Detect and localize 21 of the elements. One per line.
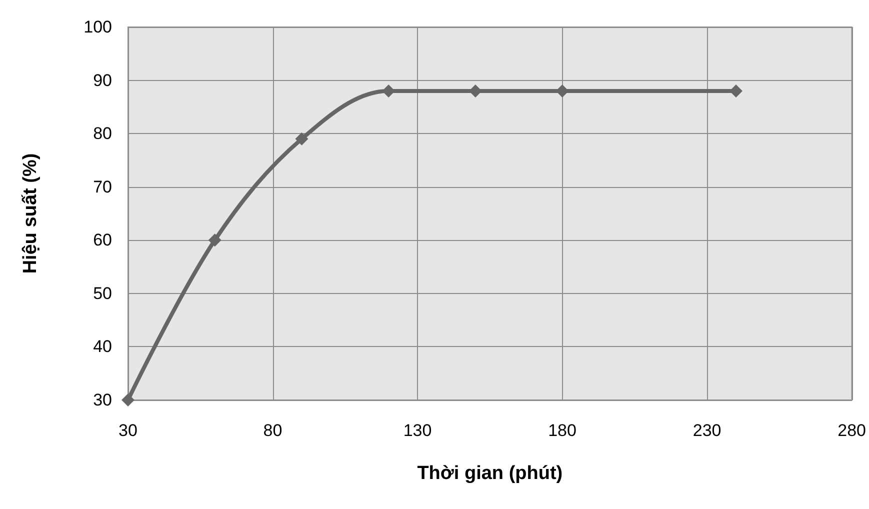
point [122,394,134,406]
x-tick-label: 80 [263,421,282,440]
y-tick-label: 70 [93,177,112,196]
x-tick-label: 180 [548,421,576,440]
y-tick-label: 50 [93,284,112,303]
y-tick-label: 80 [93,124,112,144]
x-tick-label: 230 [692,421,722,440]
y-tick-label: 100 [84,18,112,36]
point [295,132,308,146]
x-tick-label: 130 [403,421,432,440]
y-tick-label: 30 [93,390,112,410]
x-axis-title: Thời gian (phút) [417,463,563,484]
x-tick-label: 280 [838,421,866,440]
x-tick-label: 30 [118,421,138,440]
point [208,234,222,247]
y-tick-label: 90 [93,70,112,90]
y-tick-label: 60 [93,230,112,250]
y-tick-label: 40 [93,337,112,356]
y-axis-title: Hiệu suất (%) [20,153,41,274]
point [730,84,743,98]
point [556,84,569,98]
